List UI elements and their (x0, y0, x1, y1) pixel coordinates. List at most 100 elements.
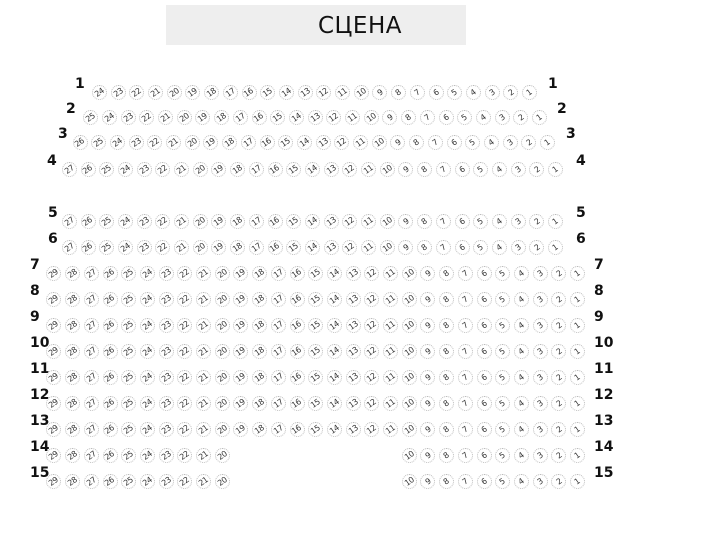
seat[interactable]: 15 (308, 370, 324, 385)
seat[interactable]: 6 (428, 85, 444, 100)
seat[interactable]: 18 (214, 110, 230, 125)
seat[interactable]: 4 (483, 135, 499, 150)
seat[interactable]: 11 (361, 214, 376, 229)
seat[interactable]: 23 (158, 344, 174, 359)
seat[interactable]: 29 (46, 370, 62, 385)
seat[interactable]: 14 (326, 318, 342, 333)
seat[interactable]: 18 (230, 240, 246, 255)
seat[interactable]: 17 (222, 85, 238, 100)
seat[interactable]: 22 (139, 110, 155, 125)
seat[interactable]: 17 (270, 422, 286, 437)
seat[interactable]: 5 (495, 292, 511, 307)
seat[interactable]: 5 (495, 474, 511, 489)
seat[interactable]: 6 (454, 240, 470, 255)
seat[interactable]: 8 (439, 344, 455, 359)
seat[interactable]: 4 (513, 396, 529, 411)
seat[interactable]: 3 (532, 292, 548, 307)
seat[interactable]: 7 (419, 110, 435, 125)
seat[interactable]: 19 (185, 85, 201, 100)
seat[interactable]: 4 (491, 240, 507, 255)
seat[interactable]: 18 (204, 85, 220, 100)
seat[interactable]: 4 (513, 344, 529, 359)
seat[interactable]: 4 (513, 422, 529, 437)
seat[interactable]: 2 (503, 85, 519, 100)
seat[interactable]: 26 (102, 292, 118, 307)
seat[interactable]: 26 (102, 344, 118, 359)
seat[interactable]: 14 (304, 240, 320, 255)
seat[interactable]: 17 (270, 266, 286, 281)
seat[interactable]: 8 (417, 214, 433, 229)
seat[interactable]: 10 (379, 162, 395, 177)
seat[interactable]: 1 (570, 370, 585, 385)
seat[interactable]: 16 (267, 240, 283, 255)
seat[interactable]: 21 (196, 344, 211, 359)
seat[interactable]: 8 (439, 396, 455, 411)
seat[interactable]: 4 (513, 266, 529, 281)
seat[interactable]: 29 (46, 292, 62, 307)
seat[interactable]: 10 (379, 240, 395, 255)
seat[interactable]: 6 (476, 448, 492, 463)
seat[interactable]: 17 (240, 135, 256, 150)
seat[interactable]: 26 (102, 474, 118, 489)
seat[interactable]: 8 (439, 292, 455, 307)
seat[interactable]: 12 (364, 422, 380, 437)
seat[interactable]: 23 (158, 318, 174, 333)
seat[interactable]: 22 (177, 318, 193, 333)
seat[interactable]: 3 (494, 110, 510, 125)
seat[interactable]: 9 (420, 292, 436, 307)
seat[interactable]: 4 (491, 162, 507, 177)
seat[interactable]: 11 (383, 396, 398, 411)
seat[interactable]: 12 (342, 214, 358, 229)
seat[interactable]: 25 (121, 396, 137, 411)
seat[interactable]: 18 (252, 266, 268, 281)
seat[interactable]: 10 (401, 292, 417, 307)
seat[interactable]: 24 (91, 85, 107, 100)
seat[interactable]: 17 (248, 162, 264, 177)
seat[interactable]: 15 (278, 135, 294, 150)
seat[interactable]: 13 (323, 162, 339, 177)
seat[interactable]: 10 (401, 344, 417, 359)
seat[interactable]: 9 (420, 266, 436, 281)
seat[interactable]: 10 (401, 396, 417, 411)
seat[interactable]: 23 (158, 292, 174, 307)
seat[interactable]: 7 (457, 448, 473, 463)
seat[interactable]: 13 (323, 214, 339, 229)
seat[interactable]: 2 (551, 448, 567, 463)
seat[interactable]: 23 (136, 240, 152, 255)
seat[interactable]: 8 (439, 266, 455, 281)
seat[interactable]: 16 (289, 292, 305, 307)
seat[interactable]: 29 (46, 396, 62, 411)
seat[interactable]: 3 (532, 344, 548, 359)
seat[interactable]: 22 (177, 344, 193, 359)
seat[interactable]: 24 (139, 292, 155, 307)
seat[interactable]: 27 (83, 448, 99, 463)
seat[interactable]: 6 (476, 344, 492, 359)
seat[interactable]: 6 (476, 370, 492, 385)
seat[interactable]: 24 (139, 370, 155, 385)
seat[interactable]: 19 (211, 240, 227, 255)
seat[interactable]: 9 (382, 110, 398, 125)
seat[interactable]: 9 (390, 135, 406, 150)
seat[interactable]: 4 (491, 214, 507, 229)
seat[interactable]: 13 (297, 85, 313, 100)
seat[interactable]: 14 (278, 85, 294, 100)
seat[interactable]: 8 (439, 448, 455, 463)
seat[interactable]: 26 (102, 370, 118, 385)
seat[interactable]: 3 (502, 135, 518, 150)
seat[interactable]: 20 (166, 85, 182, 100)
seat[interactable]: 13 (345, 370, 361, 385)
seat[interactable]: 28 (65, 474, 81, 489)
seat[interactable]: 22 (147, 135, 163, 150)
seat[interactable]: 21 (196, 318, 211, 333)
seat[interactable]: 29 (46, 266, 62, 281)
seat[interactable]: 3 (484, 85, 500, 100)
seat[interactable]: 14 (304, 214, 320, 229)
seat[interactable]: 28 (65, 448, 81, 463)
seat[interactable]: 29 (46, 448, 62, 463)
seat[interactable]: 6 (476, 292, 492, 307)
seat[interactable]: 20 (214, 448, 230, 463)
seat[interactable]: 29 (46, 344, 62, 359)
seat[interactable]: 20 (214, 370, 230, 385)
seat[interactable]: 26 (102, 422, 118, 437)
seat[interactable]: 8 (439, 370, 455, 385)
